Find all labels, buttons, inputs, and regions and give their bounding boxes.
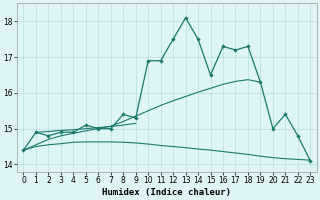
X-axis label: Humidex (Indice chaleur): Humidex (Indice chaleur) [102, 188, 231, 197]
